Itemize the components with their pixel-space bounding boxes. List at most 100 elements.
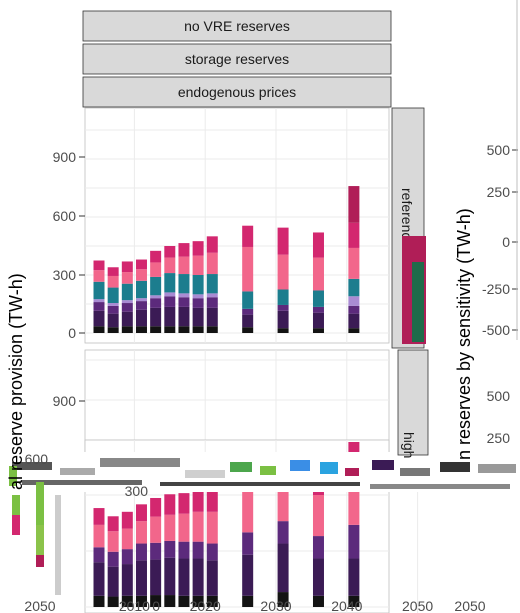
bar-segment <box>121 528 133 550</box>
bar-segment <box>135 269 147 281</box>
bar-segment <box>348 524 360 559</box>
bar-segment <box>277 543 289 593</box>
bar-segment <box>164 595 176 607</box>
bar-segment <box>150 307 162 327</box>
bar-segment <box>312 257 324 291</box>
bar-segment <box>312 290 324 307</box>
x-tick-label: 2040 <box>331 598 362 613</box>
bar-segment <box>121 595 133 607</box>
bar-segment <box>12 495 20 515</box>
x-tick-label: 2050 <box>24 598 55 613</box>
bar-segment <box>206 297 218 308</box>
glitch-fragment <box>478 464 516 473</box>
bar-segment <box>164 540 176 558</box>
bar-segment <box>121 272 133 284</box>
bar-segment <box>192 298 204 308</box>
facet-strip <box>82 76 392 108</box>
glitch-fragment <box>22 480 142 485</box>
bar-segment <box>107 551 119 567</box>
bar-segment <box>178 513 190 542</box>
bar-segment <box>164 257 176 274</box>
bar-segment <box>121 326 133 333</box>
bar-segment <box>192 241 204 256</box>
bar-segment <box>150 542 162 560</box>
bar-segment <box>178 326 190 333</box>
bar-segment <box>348 222 360 248</box>
y-tick-label-right: 500 <box>487 142 511 158</box>
bar-segment <box>192 255 204 275</box>
bar-segment <box>348 328 360 333</box>
bar-segment <box>121 300 133 304</box>
bar-segment <box>121 283 133 301</box>
y-tick-label: 900 <box>53 149 77 165</box>
bar-segment <box>164 306 176 327</box>
bar-segment <box>348 247 360 279</box>
bar-segment <box>121 564 133 596</box>
bar-segment <box>242 554 254 596</box>
bar-segment <box>312 232 324 258</box>
bar-segment <box>121 261 133 273</box>
glitch-fragment <box>400 468 430 476</box>
bar-segment <box>277 227 289 255</box>
bar-segment <box>135 326 147 333</box>
y-tick-label: 300 <box>53 267 77 283</box>
bar-segment <box>93 524 105 548</box>
bar-segment <box>312 312 324 329</box>
facet-strip-label: endogenous prices <box>178 84 296 100</box>
bar-segment <box>206 543 218 561</box>
bar-segment <box>107 275 119 288</box>
bar-segment <box>135 280 147 299</box>
bar-segment <box>206 307 218 327</box>
bar-segment <box>93 281 105 300</box>
bar-segment <box>135 595 147 607</box>
y-tick-label: 600 <box>53 208 77 224</box>
bar-segment <box>178 595 190 607</box>
bar-segment <box>178 541 190 559</box>
right-axis-area <box>427 108 467 348</box>
facet-side-strip-label: reference <box>399 188 415 247</box>
bar-segment <box>277 304 289 311</box>
bar-segment <box>107 287 119 304</box>
bar-segment <box>164 557 176 596</box>
bar-segment <box>107 516 119 532</box>
facet-strip-label: storage reserves <box>185 51 289 67</box>
bar-segment <box>277 289 289 305</box>
bar-segment <box>150 262 162 277</box>
y-tick-label-right: -500 <box>482 322 510 338</box>
x-tick-label: 2050 <box>402 598 433 613</box>
bar-segment <box>93 326 105 333</box>
y-tick-label: 0 <box>152 598 160 613</box>
y-axis-title-right: n reserves by sensitivity (TW-h) <box>454 208 474 460</box>
bar-segment <box>107 313 119 328</box>
bar-segment <box>178 493 190 514</box>
bar-segment <box>206 274 218 294</box>
bar-segment <box>348 313 360 329</box>
bar-segment <box>192 491 204 512</box>
panel-background <box>84 349 390 456</box>
y-tick-label: 0 <box>68 325 76 341</box>
glitch-fragment <box>345 468 359 476</box>
bar-segment <box>206 595 218 607</box>
bar-segment <box>242 487 254 533</box>
panel-border-fragment <box>55 495 61 595</box>
glitch-fragment <box>160 482 360 486</box>
bar-segment <box>107 566 119 597</box>
facet-strip <box>82 10 392 42</box>
bar-segment <box>192 595 204 607</box>
bar-segment <box>135 504 147 522</box>
bar-segment <box>312 558 324 596</box>
bar-segment <box>312 495 324 537</box>
bar-segment <box>135 298 147 302</box>
bar-segment <box>206 489 218 512</box>
bar-segment <box>206 326 218 333</box>
bar-segment <box>192 541 204 559</box>
bar-segment <box>93 302 105 311</box>
bar-segment <box>178 243 190 257</box>
bar-segment <box>121 311 133 327</box>
bar-segment <box>93 260 105 271</box>
glitch-fragment <box>370 484 510 489</box>
bar-segment <box>150 497 162 517</box>
bar-segment <box>93 310 105 327</box>
glitch-fragment <box>290 460 310 471</box>
